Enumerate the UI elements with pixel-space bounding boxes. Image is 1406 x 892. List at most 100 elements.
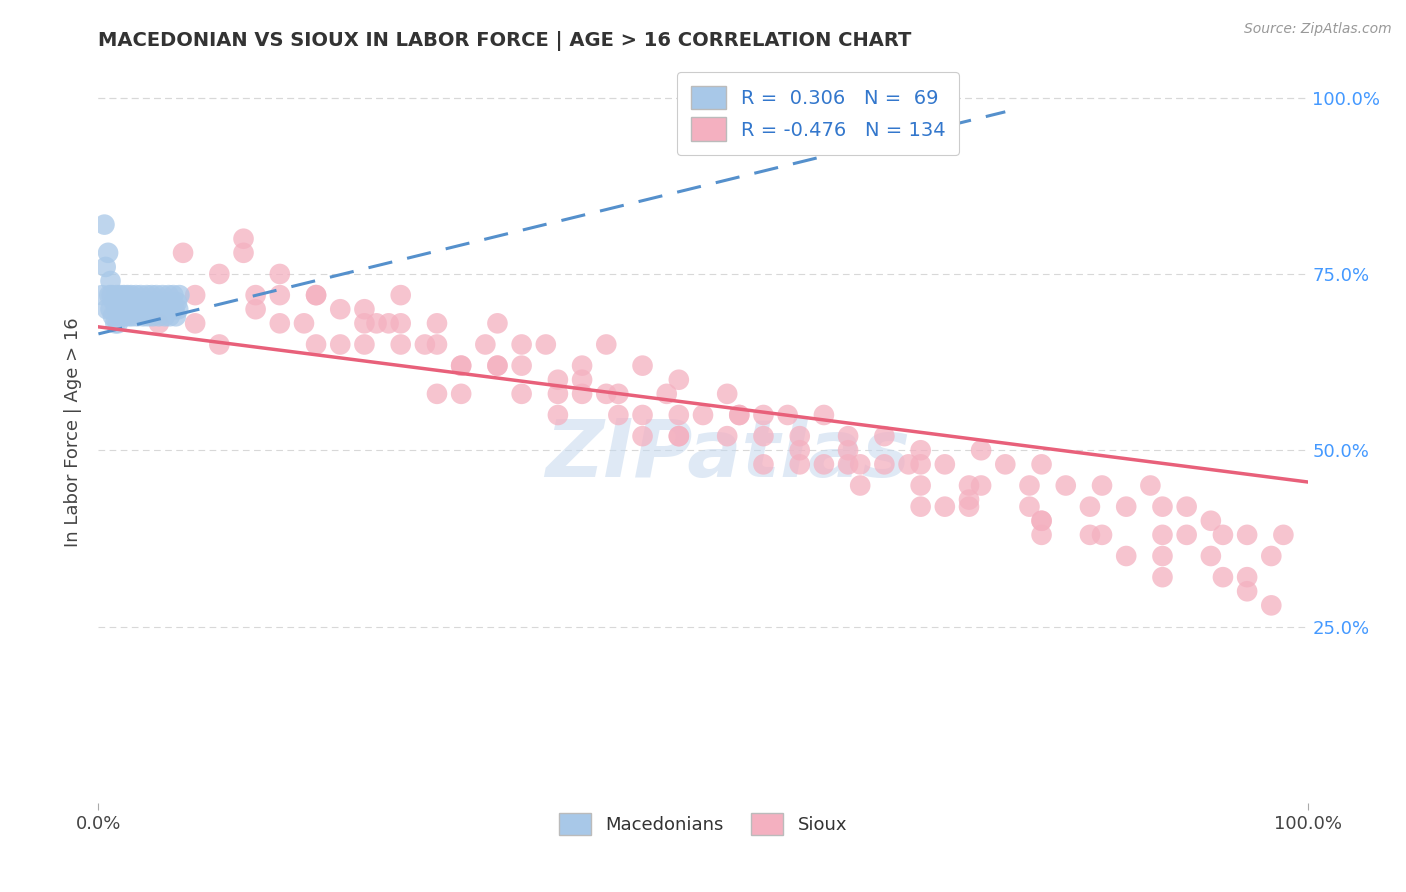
Point bbox=[668, 373, 690, 387]
Point bbox=[595, 337, 617, 351]
Point bbox=[631, 429, 654, 443]
Point bbox=[631, 408, 654, 422]
Point bbox=[141, 288, 163, 302]
Point bbox=[305, 337, 328, 351]
Point bbox=[776, 408, 799, 422]
Point bbox=[100, 288, 122, 302]
Point bbox=[510, 387, 533, 401]
Point bbox=[450, 359, 472, 373]
Point bbox=[110, 295, 132, 310]
Point bbox=[353, 302, 375, 317]
Point bbox=[1054, 478, 1077, 492]
Point bbox=[716, 429, 738, 443]
Point bbox=[120, 288, 142, 302]
Point bbox=[121, 310, 143, 324]
Point bbox=[728, 408, 751, 422]
Point bbox=[510, 359, 533, 373]
Point bbox=[112, 288, 135, 302]
Point bbox=[534, 337, 557, 351]
Point bbox=[329, 337, 352, 351]
Point bbox=[631, 359, 654, 373]
Point bbox=[184, 288, 207, 302]
Point bbox=[152, 288, 174, 302]
Point bbox=[910, 443, 932, 458]
Point bbox=[752, 458, 775, 472]
Point bbox=[100, 274, 122, 288]
Point bbox=[1018, 500, 1040, 514]
Point bbox=[1152, 500, 1174, 514]
Point bbox=[1139, 478, 1161, 492]
Point bbox=[547, 373, 569, 387]
Point bbox=[910, 458, 932, 472]
Point bbox=[138, 295, 160, 310]
Point bbox=[172, 245, 194, 260]
Point bbox=[117, 288, 139, 302]
Point bbox=[837, 458, 859, 472]
Point bbox=[595, 387, 617, 401]
Point bbox=[1260, 549, 1282, 563]
Point bbox=[292, 316, 315, 330]
Point bbox=[153, 310, 176, 324]
Point bbox=[752, 429, 775, 443]
Point bbox=[269, 267, 291, 281]
Point bbox=[571, 387, 593, 401]
Point bbox=[127, 310, 149, 324]
Point bbox=[157, 288, 180, 302]
Point bbox=[426, 387, 449, 401]
Point bbox=[1152, 570, 1174, 584]
Point bbox=[413, 337, 436, 351]
Point bbox=[728, 408, 751, 422]
Point bbox=[125, 288, 148, 302]
Point bbox=[1236, 528, 1258, 542]
Point bbox=[957, 492, 980, 507]
Point bbox=[143, 302, 166, 317]
Point bbox=[129, 288, 152, 302]
Point bbox=[474, 337, 496, 351]
Point bbox=[100, 302, 122, 317]
Point bbox=[135, 302, 157, 317]
Point bbox=[426, 337, 449, 351]
Point bbox=[1236, 584, 1258, 599]
Point bbox=[94, 260, 117, 274]
Point bbox=[1115, 549, 1137, 563]
Text: Source: ZipAtlas.com: Source: ZipAtlas.com bbox=[1244, 22, 1392, 37]
Point bbox=[115, 302, 138, 317]
Point bbox=[131, 302, 153, 317]
Point bbox=[142, 310, 165, 324]
Point bbox=[897, 458, 920, 472]
Point bbox=[105, 302, 128, 317]
Point bbox=[486, 316, 509, 330]
Point bbox=[571, 359, 593, 373]
Point bbox=[305, 288, 328, 302]
Point bbox=[353, 337, 375, 351]
Point bbox=[837, 443, 859, 458]
Point bbox=[1091, 528, 1114, 542]
Point bbox=[910, 500, 932, 514]
Point bbox=[1031, 514, 1053, 528]
Point bbox=[108, 310, 131, 324]
Point bbox=[486, 359, 509, 373]
Point bbox=[607, 408, 630, 422]
Point bbox=[98, 288, 121, 302]
Point bbox=[160, 302, 183, 317]
Point bbox=[837, 429, 859, 443]
Point bbox=[165, 310, 187, 324]
Point bbox=[1152, 549, 1174, 563]
Point bbox=[450, 359, 472, 373]
Point bbox=[114, 295, 136, 310]
Point bbox=[135, 288, 157, 302]
Point bbox=[232, 245, 254, 260]
Point bbox=[93, 218, 115, 232]
Y-axis label: In Labor Force | Age > 16: In Labor Force | Age > 16 bbox=[65, 318, 83, 548]
Point bbox=[1031, 528, 1053, 542]
Point bbox=[571, 373, 593, 387]
Point bbox=[124, 302, 146, 317]
Point bbox=[873, 429, 896, 443]
Point bbox=[208, 337, 231, 351]
Point bbox=[1199, 549, 1222, 563]
Point bbox=[366, 316, 388, 330]
Point bbox=[1175, 528, 1198, 542]
Point bbox=[910, 478, 932, 492]
Point bbox=[122, 295, 145, 310]
Point bbox=[127, 302, 149, 317]
